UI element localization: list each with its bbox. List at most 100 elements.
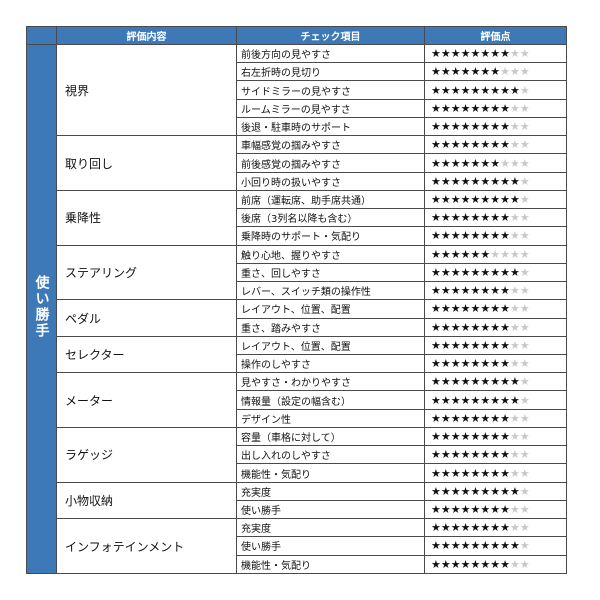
star-empty-icon: ★ (510, 47, 520, 61)
star-empty-icon: ★ (519, 174, 530, 188)
star-filled-icon: ★ (470, 357, 481, 371)
star-filled-icon: ★ (431, 393, 441, 407)
star-filled-icon: ★ (470, 484, 481, 498)
star-filled-icon: ★ (490, 502, 501, 516)
star-rating: ★★★★★★★★★★ (424, 408, 567, 428)
table-row: 乗降性 前席（運転席、助手席共通） ★★★★★★★★★★ (27, 189, 567, 246)
star-rating: ★★★★★★★★★★ (424, 171, 567, 191)
star-filled-icon: ★ (510, 83, 520, 97)
star-filled-icon: ★ (470, 411, 481, 425)
star-filled-icon: ★ (490, 557, 501, 571)
star-filled-icon: ★ (450, 47, 461, 61)
star-filled-icon: ★ (431, 338, 441, 352)
star-filled-icon: ★ (460, 138, 471, 152)
star-rating: ★★★★★★★★★★ (424, 426, 567, 447)
check-item: 前後方向の見やすさ (236, 43, 425, 64)
star-filled-icon: ★ (450, 448, 461, 462)
table-row: 操作のしやすさ ★★★★★★★★★★ (27, 353, 567, 374)
star-empty-icon: ★ (510, 65, 520, 79)
star-empty-icon: ★ (510, 229, 520, 243)
star-filled-icon: ★ (490, 320, 501, 334)
check-item: デザイン性 (236, 408, 425, 428)
star-filled-icon: ★ (490, 229, 501, 243)
star-filled-icon: ★ (431, 284, 441, 298)
check-item: 使い勝手 (236, 536, 425, 556)
star-filled-icon: ★ (431, 430, 441, 444)
star-filled-icon: ★ (490, 156, 501, 170)
star-filled-icon: ★ (490, 83, 501, 97)
star-filled-icon: ★ (470, 47, 481, 61)
star-filled-icon: ★ (440, 192, 451, 206)
star-filled-icon: ★ (460, 265, 471, 279)
star-rating: ★★★★★★★★★★ (424, 554, 567, 575)
table-row: 機能性・気配り ★★★★★★★★★★ (27, 463, 567, 483)
star-filled-icon: ★ (450, 192, 461, 206)
star-rating: ★★★★★★★★★★ (424, 299, 567, 319)
star-filled-icon: ★ (440, 265, 451, 279)
star-filled-icon: ★ (450, 265, 461, 279)
star-empty-icon: ★ (519, 430, 530, 444)
star-filled-icon: ★ (431, 211, 441, 225)
star-rating: ★★★★★★★★★★ (424, 43, 567, 64)
check-item: 後退・駐車時のサポート (236, 116, 425, 137)
star-filled-icon: ★ (480, 47, 491, 61)
star-filled-icon: ★ (470, 393, 481, 407)
table-body: 使い勝手 視界 前後方向の見やすさ ★★★★★★★★★★ 右左折時の見切り ★★★★★★★… (26, 43, 567, 575)
star-filled-icon: ★ (480, 320, 491, 334)
check-item: 充実度 (236, 481, 425, 501)
star-filled-icon: ★ (460, 83, 471, 97)
star-filled-icon: ★ (440, 357, 451, 371)
star-filled-icon: ★ (480, 229, 491, 243)
star-rating: ★★★★★★★★★★ (424, 244, 567, 264)
star-filled-icon: ★ (431, 484, 441, 498)
star-filled-icon: ★ (470, 174, 481, 188)
star-filled-icon: ★ (480, 120, 491, 134)
star-filled-icon: ★ (440, 338, 451, 352)
star-filled-icon: ★ (450, 156, 461, 170)
table-row: インフォテインメント 充実度 ★★★★★★★★★★ (27, 518, 567, 574)
star-filled-icon: ★ (490, 211, 501, 225)
star-empty-icon: ★ (519, 502, 530, 516)
star-filled-icon: ★ (460, 411, 471, 425)
star-filled-icon: ★ (480, 521, 491, 535)
star-filled-icon: ★ (510, 484, 520, 498)
star-empty-icon: ★ (519, 229, 530, 243)
star-filled-icon: ★ (500, 229, 510, 243)
category-cell: ペダル (56, 299, 237, 337)
table-row: 取り回し 車幅感覚の掴みやすさ ★★★★★★★★★★ (27, 135, 567, 191)
category-cell: 小物収納 (56, 481, 237, 520)
star-rating: ★★★★★★★★★★ (424, 353, 567, 374)
header-rating: 評価点 (424, 26, 567, 45)
check-item: 前後感覚の掴みやすさ (236, 153, 425, 173)
star-filled-icon: ★ (450, 466, 461, 480)
star-filled-icon: ★ (470, 192, 481, 206)
table-row: 使い勝手 ★★★★★★★★★★ (27, 499, 567, 520)
category-cell: ステアリング (56, 244, 237, 301)
section-label: 使い勝手 (33, 275, 50, 339)
star-filled-icon: ★ (431, 557, 441, 571)
star-empty-icon: ★ (519, 393, 530, 407)
star-rating: ★★★★★★★★★★ (424, 518, 567, 538)
star-filled-icon: ★ (440, 539, 451, 553)
table-row: ルームミラーの見やすさ ★★★★★★★★★★ (27, 98, 567, 118)
star-empty-icon: ★ (510, 284, 520, 298)
star-empty-icon: ★ (510, 448, 520, 462)
star-filled-icon: ★ (460, 375, 471, 389)
star-filled-icon: ★ (460, 557, 471, 571)
star-filled-icon: ★ (500, 338, 510, 352)
star-filled-icon: ★ (450, 211, 461, 225)
star-empty-icon: ★ (519, 302, 530, 316)
star-empty-icon: ★ (519, 83, 530, 97)
star-empty-icon: ★ (519, 192, 530, 206)
star-filled-icon: ★ (450, 411, 461, 425)
star-filled-icon: ★ (470, 466, 481, 480)
star-filled-icon: ★ (470, 320, 481, 334)
table-row: 後退・駐車時のサポート ★★★★★★★★★★ (27, 116, 567, 137)
star-filled-icon: ★ (480, 448, 491, 462)
star-filled-icon: ★ (450, 338, 461, 352)
check-item: 乗降時のサポート・気配り (236, 226, 425, 246)
star-filled-icon: ★ (470, 448, 481, 462)
star-filled-icon: ★ (500, 411, 510, 425)
star-filled-icon: ★ (431, 47, 441, 61)
star-filled-icon: ★ (431, 521, 441, 535)
